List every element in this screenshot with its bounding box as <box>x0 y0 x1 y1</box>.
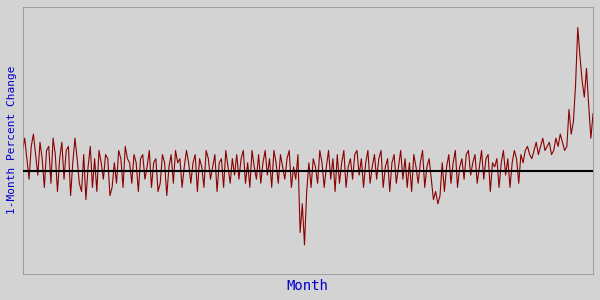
X-axis label: Month: Month <box>287 279 329 293</box>
Y-axis label: 1-Month Percent Change: 1-Month Percent Change <box>7 66 17 214</box>
